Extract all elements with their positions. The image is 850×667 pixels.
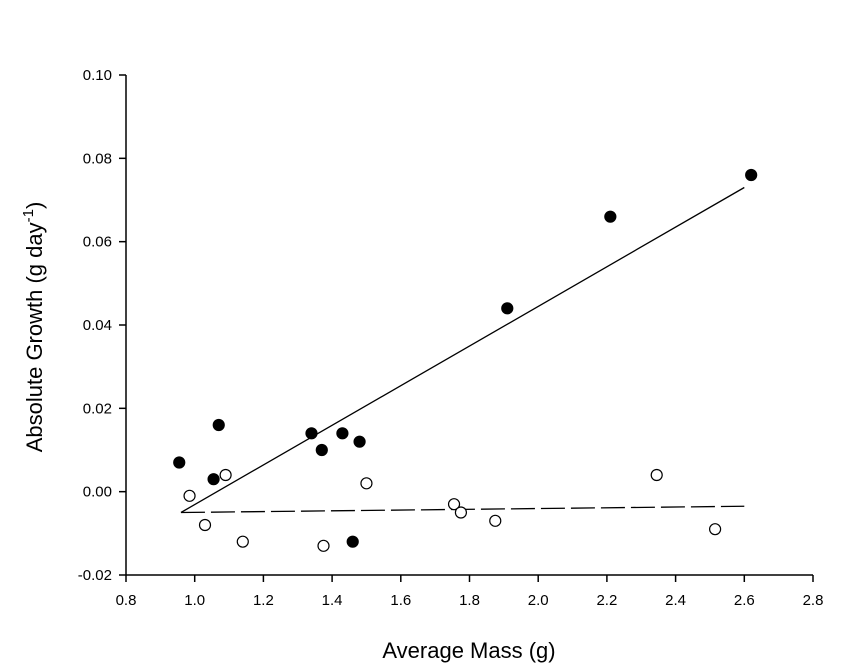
x-tick-label: 2.6	[734, 592, 755, 609]
open-data-point	[183, 489, 196, 502]
open-data-point	[360, 477, 373, 490]
filled-data-point	[315, 443, 328, 457]
x-axis-title: Average Mass (g)	[382, 638, 555, 663]
y-tick-label: 0.04	[83, 317, 112, 334]
axes: 0.8 1.0 1.2 1.4 1.6 1.8 2.0 2.2 2.4 2.6 2.8 -0.02 0.…	[78, 67, 824, 609]
x-tick-label: 1.2	[253, 592, 274, 609]
filled-data-point	[353, 435, 366, 448]
y-axis-title-superscript: -1	[20, 209, 37, 222]
y-axis-title-main: Absolute Growth (g day	[22, 222, 47, 452]
open-data-point	[317, 539, 330, 552]
y-tick-label: 0.06	[83, 234, 112, 251]
x-tick-label: 2.0	[528, 592, 549, 609]
filled-data-point	[173, 456, 186, 469]
filled-data-point	[346, 535, 359, 548]
open-data-point	[454, 506, 468, 519]
fit-lines	[180, 186, 745, 514]
x-tick-label: 1.0	[184, 592, 205, 609]
x-tick-label: 2.2	[596, 592, 617, 609]
fit-line-solid	[180, 186, 745, 514]
y-tick-label: 0.02	[83, 400, 112, 417]
open-data-point	[489, 514, 502, 527]
open-data-point	[650, 468, 663, 482]
filled-data-point	[336, 427, 349, 440]
open-data-point	[447, 498, 461, 511]
y-axis-title: Absolute Growth (g day-1)	[20, 202, 47, 453]
y-tick-label: 0.08	[83, 150, 112, 167]
data-points	[173, 168, 758, 552]
x-tick-label: 1.6	[390, 592, 411, 609]
filled-data-point	[212, 418, 225, 432]
filled-data-point	[745, 168, 758, 182]
x-tick-label: 0.8	[116, 592, 137, 609]
y-tick-label: -0.02	[78, 567, 112, 584]
open-data-point	[236, 535, 249, 548]
x-tick-label: 1.4	[322, 592, 343, 609]
open-data-point	[709, 523, 722, 536]
filled-data-point	[604, 210, 617, 223]
x-tick-label: 2.4	[665, 592, 686, 609]
x-tick-label: 2.8	[803, 592, 824, 609]
y-tick-label: 0.00	[83, 484, 112, 501]
y-tick-label: 0.10	[83, 67, 112, 84]
filled-data-point	[501, 302, 514, 315]
open-data-point	[219, 468, 232, 482]
y-axis-title-close: )	[22, 202, 47, 209]
filled-data-point	[207, 473, 220, 486]
x-tick-label: 1.8	[459, 592, 480, 609]
filled-data-point	[305, 427, 318, 440]
open-data-point	[198, 518, 212, 532]
